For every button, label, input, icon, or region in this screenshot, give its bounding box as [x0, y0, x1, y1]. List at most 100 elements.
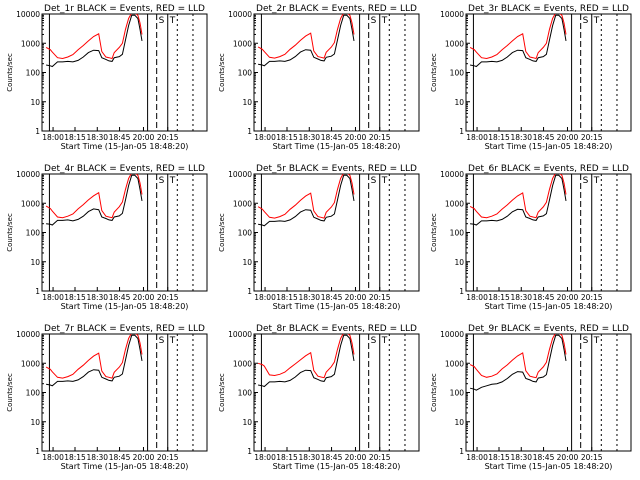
x-tick-label: 18:15 [488, 293, 510, 302]
x-axis-label: Start Time (15-Jan-05 18:48:20) [485, 462, 613, 471]
series-line-black [258, 14, 355, 67]
x-axis-label: Start Time (15-Jan-05 18:48:20) [273, 462, 401, 471]
annotation-label: S [583, 176, 589, 186]
x-tick-label: 20:00 [345, 453, 367, 462]
annotation-label: T [169, 336, 176, 346]
y-tick-label: 10 [454, 98, 464, 107]
x-tick-label: 20:15 [369, 293, 391, 302]
x-tick-label: 18:00 [254, 133, 276, 142]
y-axis-label: Counts/sec [430, 53, 438, 92]
x-tick-label: 18:45 [109, 293, 131, 302]
x-tick-label: 18:00 [42, 293, 64, 302]
y-axis-label: Counts/sec [218, 373, 226, 412]
y-tick-label: 1 [247, 447, 252, 456]
x-tick-label: 20:15 [581, 293, 603, 302]
y-tick-label: 100 [450, 229, 465, 238]
chart-title: Det_2r BLACK = Events, RED = LLD [256, 4, 417, 14]
annotation-label: T [381, 176, 388, 186]
series-line-red [45, 14, 143, 60]
x-tick-label: 18:00 [466, 453, 488, 462]
y-tick-label: 10 [242, 418, 252, 427]
y-tick-label: 1 [35, 287, 40, 296]
x-tick-label: 20:15 [157, 453, 179, 462]
y-tick-label: 1000 [233, 199, 252, 208]
x-tick-label: 18:45 [321, 133, 343, 142]
series-line-black [470, 174, 567, 226]
x-tick-label: 18:00 [466, 293, 488, 302]
chart-panel-3: Det_3r BLACK = Events, RED = LLD 1 10 100 10… [430, 4, 632, 151]
y-tick-label: 10000 [16, 10, 40, 19]
chart-panel-8: Det_8r BLACK = Events, RED = LLD 1 10 100 10… [218, 324, 420, 471]
y-tick-label: 10 [454, 418, 464, 427]
x-tick-label: 18:00 [42, 453, 64, 462]
y-tick-label: 10000 [228, 330, 252, 339]
y-tick-label: 100 [26, 389, 41, 398]
x-axis-label: Start Time (15-Jan-05 18:48:20) [273, 142, 401, 151]
x-axis-label: Start Time (15-Jan-05 18:48:20) [61, 142, 189, 151]
y-axis-label: Counts/sec [430, 373, 438, 412]
x-tick-label: 20:00 [133, 293, 155, 302]
series-line-black [258, 174, 355, 227]
annotation-label: S [159, 176, 165, 186]
y-tick-label: 10 [30, 418, 40, 427]
series-line-red [45, 174, 143, 219]
y-tick-label: 100 [238, 389, 253, 398]
series-line-red [469, 14, 567, 60]
series-line-red [257, 174, 355, 219]
y-tick-label: 10 [242, 258, 252, 267]
y-axis-label: Counts/sec [430, 213, 438, 252]
x-axis-label: Start Time (15-Jan-05 18:48:20) [273, 302, 401, 311]
y-tick-label: 10000 [440, 330, 464, 339]
y-axis-label: Counts/sec [6, 53, 14, 92]
x-tick-label: 18:00 [254, 293, 276, 302]
series-line-black [46, 174, 143, 226]
y-tick-label: 1 [35, 127, 40, 136]
x-axis-label: Start Time (15-Jan-05 18:48:20) [485, 142, 613, 151]
y-axis-label: Counts/sec [218, 53, 226, 92]
y-axis-label: Counts/sec [218, 213, 226, 252]
x-tick-label: 18:15 [488, 133, 510, 142]
annotation-label: S [159, 16, 165, 26]
x-tick-label: 18:45 [533, 453, 555, 462]
x-tick-label: 20:15 [581, 453, 603, 462]
series-line-red [45, 334, 143, 379]
y-tick-label: 10000 [16, 170, 40, 179]
x-tick-label: 18:45 [109, 453, 131, 462]
x-tick-label: 18:15 [488, 453, 510, 462]
chart-title: Det_4r BLACK = Events, RED = LLD [44, 164, 205, 174]
y-axis-label: Counts/sec [6, 373, 14, 412]
annotation-label: T [593, 176, 600, 186]
x-tick-label: 20:00 [345, 293, 367, 302]
x-tick-label: 20:15 [369, 133, 391, 142]
y-tick-label: 1 [459, 447, 464, 456]
y-tick-label: 1 [35, 447, 40, 456]
y-tick-label: 10000 [440, 170, 464, 179]
x-tick-label: 18:15 [64, 133, 86, 142]
y-tick-label: 1000 [21, 359, 40, 368]
x-tick-label: 20:15 [581, 133, 603, 142]
y-tick-label: 10 [242, 98, 252, 107]
x-axis-label: Start Time (15-Jan-05 18:48:20) [61, 302, 189, 311]
chart-title: Det_8r BLACK = Events, RED = LLD [256, 324, 417, 334]
x-tick-label: 18:30 [298, 133, 320, 142]
annotation-label: S [371, 336, 377, 346]
annotation-label: S [159, 336, 165, 346]
annotation-label: S [583, 336, 589, 346]
x-tick-label: 20:00 [133, 133, 155, 142]
y-tick-label: 1000 [445, 199, 464, 208]
x-tick-label: 18:30 [510, 453, 532, 462]
series-line-black [258, 334, 355, 388]
chart-title: Det_3r BLACK = Events, RED = LLD [468, 4, 629, 14]
x-tick-label: 18:00 [42, 133, 64, 142]
series-line-black [470, 14, 567, 68]
y-axis-label: Counts/sec [6, 213, 14, 252]
x-tick-label: 18:15 [64, 453, 86, 462]
annotation-label: S [371, 176, 377, 186]
x-tick-label: 18:30 [298, 453, 320, 462]
y-tick-label: 10 [30, 98, 40, 107]
y-tick-label: 1000 [21, 39, 40, 48]
y-tick-label: 10000 [440, 10, 464, 19]
x-tick-label: 18:45 [321, 293, 343, 302]
annotation-label: T [169, 16, 176, 26]
